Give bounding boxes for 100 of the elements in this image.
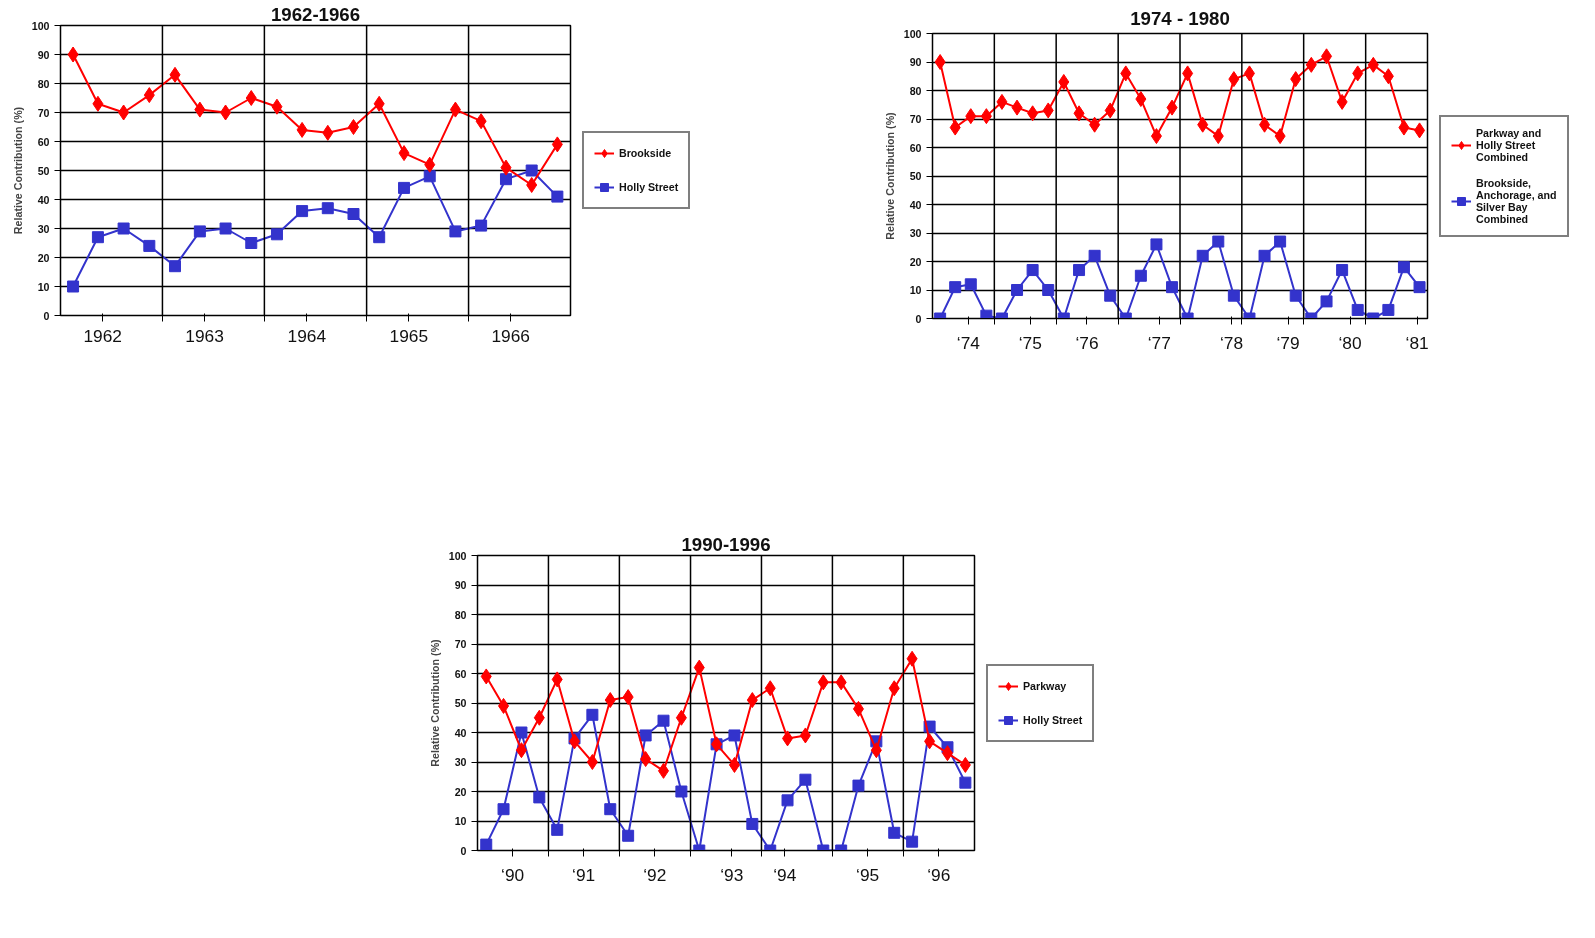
y-tick-label: 100 xyxy=(903,27,922,40)
point xyxy=(515,726,528,739)
legend-label: Holly Street xyxy=(1023,713,1083,726)
point xyxy=(500,159,512,176)
point xyxy=(1414,122,1426,139)
legend-label: Brookside xyxy=(619,147,672,159)
point xyxy=(551,671,563,688)
point xyxy=(219,222,232,235)
y-tick-label: 80 xyxy=(909,84,922,97)
point xyxy=(746,692,758,709)
point xyxy=(675,785,688,798)
point xyxy=(1274,235,1287,248)
point xyxy=(1088,249,1101,262)
point xyxy=(1243,65,1255,82)
point xyxy=(117,222,130,235)
y-tick-label: 80 xyxy=(454,608,467,621)
point xyxy=(118,104,130,121)
point xyxy=(888,680,900,697)
point xyxy=(1320,295,1333,308)
y-tick-label: 30 xyxy=(909,227,922,239)
y-tick-label: 10 xyxy=(454,815,467,827)
point xyxy=(1104,289,1117,302)
point xyxy=(1027,105,1039,122)
x-tick-label: ‘92 xyxy=(643,864,667,885)
y-tick-label: 30 xyxy=(454,756,467,768)
point xyxy=(499,173,512,186)
point xyxy=(941,745,953,762)
point xyxy=(949,281,962,294)
point xyxy=(1182,65,1194,82)
point xyxy=(746,817,759,830)
point xyxy=(245,90,257,106)
y-tick-label: 30 xyxy=(37,222,50,235)
point xyxy=(1196,249,1209,262)
point xyxy=(949,119,961,136)
y-tick-label: 90 xyxy=(909,56,922,68)
y-tick-label: 60 xyxy=(37,135,50,148)
point xyxy=(1120,65,1132,82)
point xyxy=(693,659,705,676)
y-tick-label: 70 xyxy=(909,113,922,125)
point xyxy=(143,239,156,252)
point xyxy=(964,278,977,291)
point xyxy=(322,124,334,141)
x-tick-label: ‘94 xyxy=(773,864,797,885)
y-tick-label: 0 xyxy=(915,312,922,325)
point xyxy=(296,205,309,218)
point xyxy=(1026,264,1039,277)
point xyxy=(1382,68,1394,85)
point xyxy=(1398,119,1410,136)
point xyxy=(449,225,462,238)
point xyxy=(1166,281,1179,294)
point xyxy=(373,231,386,244)
point xyxy=(782,730,794,747)
point xyxy=(1150,238,1163,251)
point xyxy=(1413,281,1426,294)
legend-label: Parkway and Holly Street Combined xyxy=(1476,126,1542,163)
point xyxy=(373,95,385,112)
point xyxy=(764,680,776,697)
point xyxy=(1351,303,1364,316)
y-tick-label: 40 xyxy=(454,726,467,739)
point xyxy=(1197,116,1209,133)
point xyxy=(924,733,936,750)
point xyxy=(799,773,812,786)
point xyxy=(423,170,436,183)
point xyxy=(498,697,510,714)
y-axis-title: Relative Contribution (%) xyxy=(11,106,24,235)
point xyxy=(194,101,206,118)
point xyxy=(347,119,359,135)
point xyxy=(533,791,546,804)
point xyxy=(398,145,410,162)
y-tick-label: 100 xyxy=(31,19,50,32)
point xyxy=(245,237,258,249)
point xyxy=(586,708,599,721)
y-tick-label: 40 xyxy=(37,193,50,206)
point xyxy=(658,762,670,779)
x-tick-label: ‘75 xyxy=(1018,332,1042,353)
point xyxy=(1290,71,1302,88)
point xyxy=(220,104,232,121)
point xyxy=(271,98,283,115)
legend-label: Brookside, Anchorage, and Silver Bay Combined xyxy=(1476,176,1557,225)
point xyxy=(568,733,580,750)
point xyxy=(67,280,80,293)
point xyxy=(728,756,740,773)
point xyxy=(1352,65,1364,82)
y-tick-label: 20 xyxy=(37,251,50,264)
point xyxy=(980,309,993,319)
y-tick-label: 20 xyxy=(454,785,467,798)
point xyxy=(959,756,971,773)
y-tick-label: 50 xyxy=(909,170,922,182)
point xyxy=(639,729,652,742)
point xyxy=(475,219,488,232)
y-axis-title: Relative Contribution (%) xyxy=(883,111,896,240)
point xyxy=(1382,303,1395,316)
y-tick-label: 50 xyxy=(454,697,467,709)
point xyxy=(959,776,972,789)
point xyxy=(1011,99,1023,116)
y-tick-label: 0 xyxy=(43,309,50,322)
point xyxy=(934,54,946,70)
y-tick-label: 80 xyxy=(37,77,50,90)
point xyxy=(1073,264,1086,277)
point xyxy=(852,700,864,717)
